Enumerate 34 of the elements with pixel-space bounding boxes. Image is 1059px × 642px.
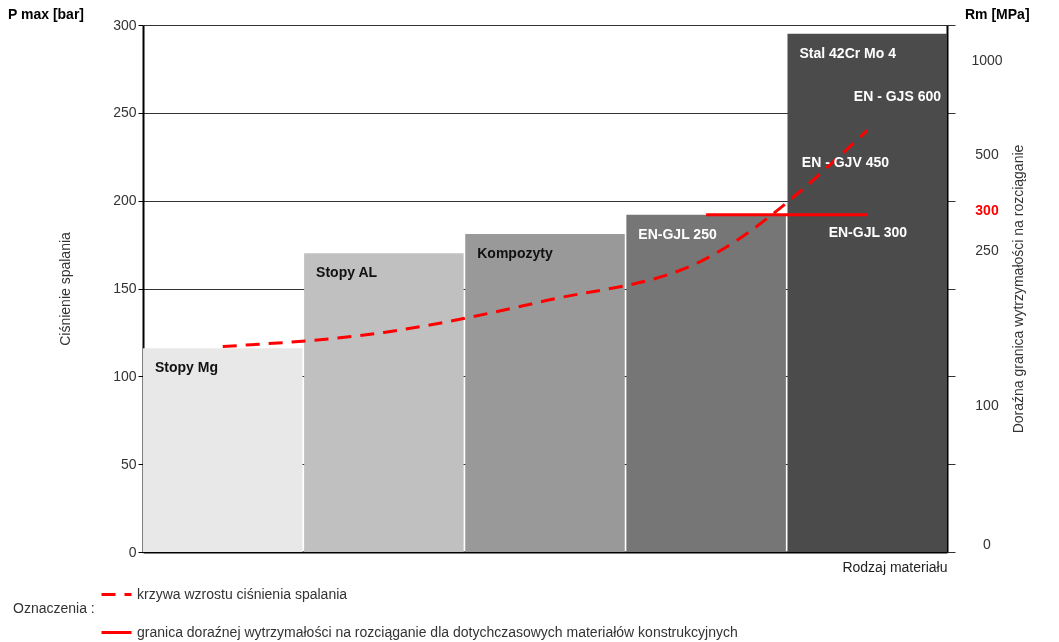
- bar: [143, 348, 303, 552]
- legend-title: Oznaczenia :: [13, 600, 95, 616]
- bar: [787, 33, 947, 552]
- legend-label: granica doraźnej wytrzymałości na rozciąganie dla dotychczasowych materiałów konstrukcyjnych: [137, 623, 738, 640]
- text: 0: [983, 536, 992, 552]
- x-tick-label: Stopy Mg: [155, 359, 218, 376]
- bar: [626, 214, 786, 552]
- y-tick-label: 150: [113, 280, 137, 296]
- y2-axis-title: Doraźna granica wytrzymałości na rozciąganie: [1010, 144, 1026, 434]
- x-tick-label: EN-GJL 250: [638, 225, 717, 242]
- x-tick-label: Stopy AL: [316, 264, 378, 281]
- text: 100: [975, 397, 999, 413]
- y-tick-label: 250: [113, 104, 137, 121]
- x-axis-title: Rodzaj materiału: [842, 558, 948, 575]
- legend-label: krzywa wzrostu ciśnienia spalania: [137, 585, 348, 602]
- y-tick-label: 200: [113, 192, 137, 209]
- text: 500: [975, 146, 999, 162]
- x-tick-label: Stal 42Cr Mo 4: [799, 44, 897, 61]
- annotation: EN - GJS 600: [853, 88, 942, 104]
- text: Rm [MPa]: [965, 6, 1030, 22]
- text: P max [bar]: [8, 6, 84, 22]
- bar: [304, 253, 464, 552]
- annotation: EN-GJL 300: [828, 224, 908, 240]
- x-tick-label: Kompozyty: [477, 245, 553, 262]
- bar: [465, 234, 625, 552]
- y-tick-label: 50: [120, 455, 137, 472]
- y-tick-label: 100: [113, 367, 137, 384]
- annotation: EN - GJV 450: [801, 154, 890, 170]
- text: 250: [975, 242, 999, 258]
- text: 1000: [971, 52, 1003, 68]
- text: 300: [975, 202, 999, 218]
- y-tick-label: 0: [128, 543, 137, 560]
- y-tick-label: 300: [113, 16, 137, 33]
- y-axis-title: Ciśnienie spalania: [57, 231, 74, 346]
